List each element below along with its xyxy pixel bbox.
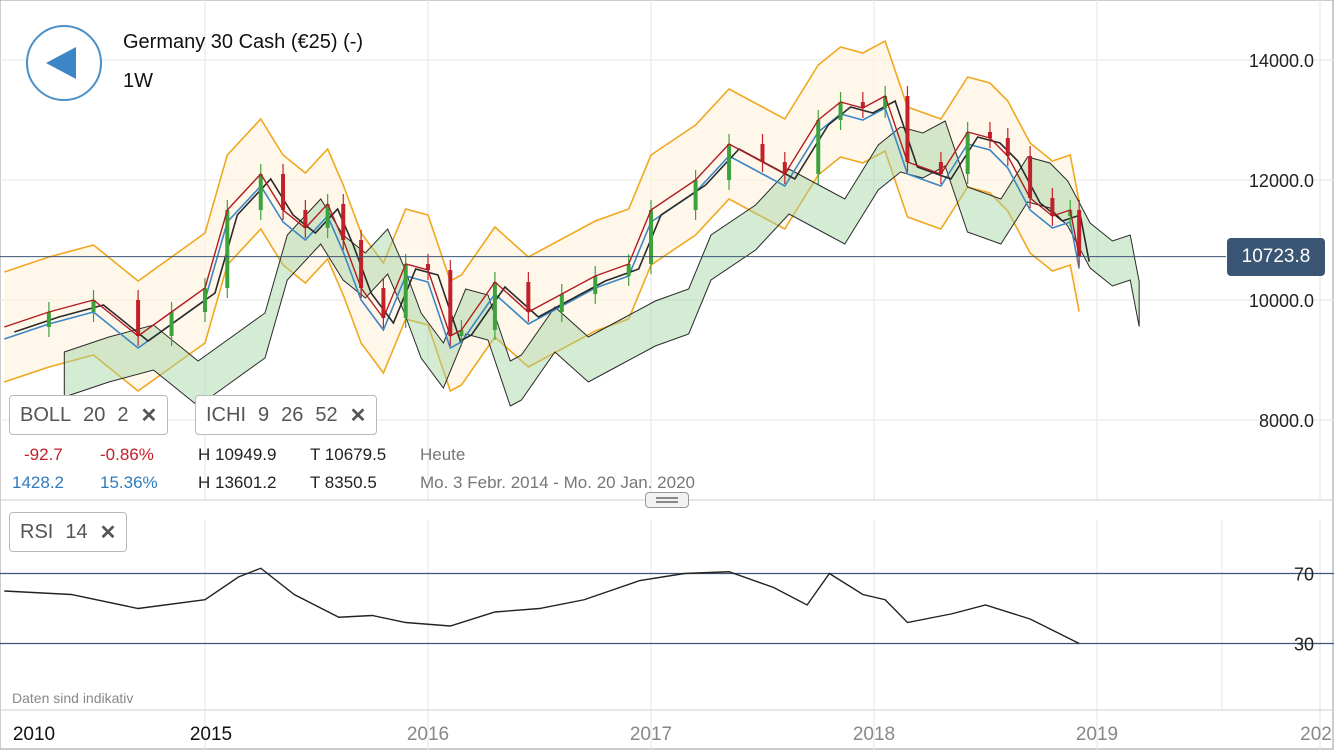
tenkan-line [4, 94, 1080, 338]
candle-body [403, 264, 408, 318]
stat-low-today: T 10679.5 [310, 445, 387, 464]
bollinger-band-fill [4, 41, 1080, 391]
candle-body [136, 300, 141, 336]
rsi-param-1: 14 [65, 520, 88, 543]
candle-body [203, 288, 207, 312]
disclaimer: Daten sind indikativ [12, 690, 134, 706]
candle-body [816, 120, 821, 174]
candle-body [426, 264, 430, 270]
rsi-tick-label: 70 [1294, 565, 1314, 585]
stat-range-change-pct: 15.36% [100, 473, 158, 492]
ichi-indicator-chip[interactable]: ICHI 9 26 52 ✕ [195, 395, 378, 435]
candle-body [860, 102, 865, 108]
candle-body [1005, 138, 1010, 156]
time-tick-label: 2019 [1076, 724, 1118, 745]
last-price-badge: 10723.8 [1227, 238, 1325, 276]
candle-body [760, 144, 765, 162]
time-tick-label: 2010 [13, 724, 55, 745]
time-tick-label: 2018 [853, 724, 895, 745]
time-tick-label: 2017 [630, 724, 672, 745]
candle-body [1077, 210, 1082, 257]
close-icon[interactable]: ✕ [140, 404, 158, 427]
candle-body [526, 282, 531, 312]
pane-resize-handle[interactable] [645, 492, 689, 508]
bollinger-upper [4, 39, 1080, 283]
back-arrow-icon [46, 47, 76, 79]
candle-body [46, 312, 51, 327]
candle-body [303, 210, 308, 228]
rsi-line [4, 567, 1080, 645]
ichi-name: ICHI [206, 403, 246, 426]
candle-body [727, 144, 732, 180]
time-tick-label: 202 [1300, 724, 1332, 745]
ichi-param-1: 9 [258, 403, 270, 426]
candle-body [559, 294, 564, 312]
rsi-name: RSI [20, 520, 54, 543]
candle-body [965, 132, 970, 174]
candle-body [381, 288, 386, 318]
candle-body [91, 300, 96, 312]
candle-body [987, 132, 992, 138]
price-tick-label: 10000.0 [1249, 291, 1314, 311]
candle-body [626, 264, 631, 276]
candle-body [448, 270, 453, 336]
candle-body [838, 102, 843, 120]
stat-range-label: Mo. 3 Febr. 2014 - Mo. 20 Jan. 2020 [420, 473, 695, 492]
candle-body [1028, 156, 1033, 198]
bollinger-lower [4, 149, 1080, 393]
stat-high-today: H 10949.9 [198, 445, 277, 464]
candle-body [258, 174, 263, 210]
candle-body [905, 96, 910, 162]
time-tick-label: 2016 [407, 724, 449, 745]
price-tick-label: 12000.0 [1249, 171, 1314, 191]
close-icon[interactable]: ✕ [349, 404, 367, 427]
stat-range-change: 1428.2 [12, 473, 64, 492]
candle-body [693, 180, 698, 210]
instrument-title: Germany 30 Cash (€25) (-) [123, 31, 364, 53]
stat-today-label: Heute [420, 445, 466, 464]
ichimoku-cloud [63, 120, 1140, 407]
boll-name: BOLL [20, 403, 72, 426]
boll-param-1: 20 [83, 403, 106, 426]
candle-body [1050, 198, 1055, 216]
candle-body [341, 204, 346, 240]
candle-body [492, 282, 497, 330]
candle-body [281, 174, 286, 210]
rsi-tick-label: 30 [1294, 635, 1314, 655]
interval-label[interactable]: 1W [123, 70, 153, 92]
candle-body [782, 162, 787, 174]
candle-body [593, 276, 598, 294]
ichi-param-2: 26 [281, 403, 304, 426]
close-icon[interactable]: ✕ [99, 521, 117, 544]
candle-body [325, 204, 330, 228]
candle-body [459, 330, 464, 336]
price-tick-label: 8000.0 [1259, 411, 1314, 431]
candle-body [649, 210, 653, 264]
candle-body [169, 312, 174, 336]
boll-indicator-chip[interactable]: BOLL 20 2 ✕ [9, 395, 169, 435]
stat-change-pct: -0.86% [100, 445, 154, 464]
stat-change: -92.7 [24, 445, 63, 464]
back-button[interactable] [26, 25, 102, 101]
boll-param-2: 2 [117, 403, 129, 426]
candle-body [938, 162, 943, 174]
ichi-param-3: 52 [315, 403, 338, 426]
rsi-indicator-chip[interactable]: RSI 14 ✕ [9, 512, 128, 552]
stat-low-range: T 8350.5 [310, 473, 377, 492]
price-tick-label: 14000.0 [1249, 51, 1314, 71]
time-tick-label: 2015 [190, 724, 232, 745]
candle-body [359, 240, 364, 288]
candle-body [225, 210, 230, 288]
candle-body [883, 96, 888, 108]
stat-high-range: H 13601.2 [198, 473, 277, 492]
